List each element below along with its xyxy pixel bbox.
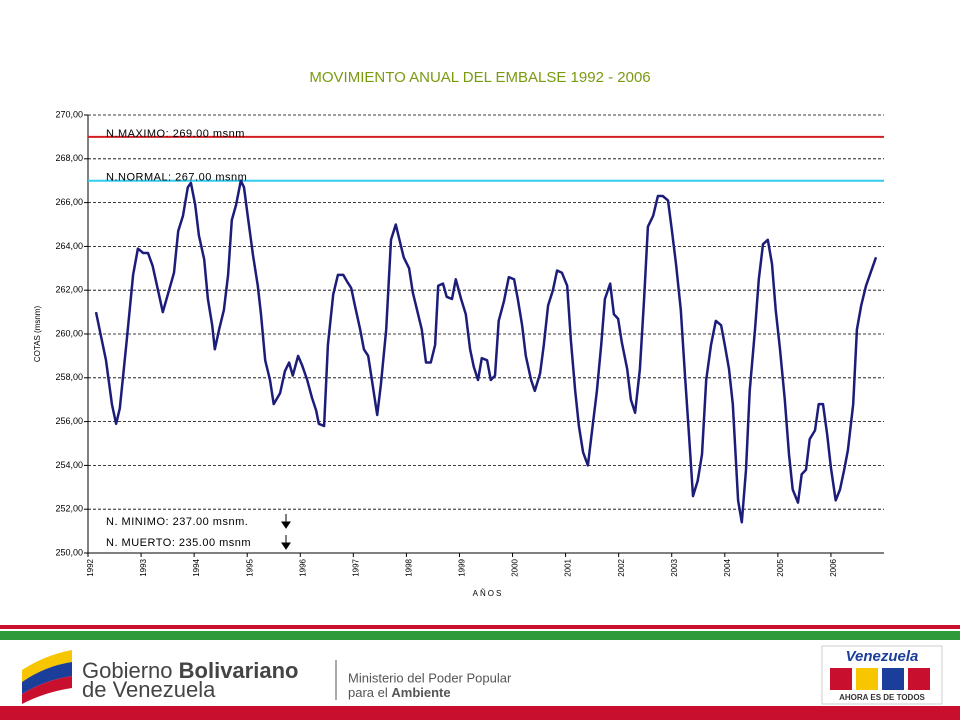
x-tick-label: 2004 [723, 558, 732, 576]
x-axis-label: AÑOS [473, 589, 504, 598]
x-tick-label: 2002 [617, 558, 626, 576]
stripe [0, 631, 960, 640]
y-tick-label: 258,00 [55, 372, 83, 382]
ministry-part: Ambiente [391, 685, 450, 700]
org-name: Gobierno Bolivariano [82, 658, 298, 683]
stripe [0, 625, 960, 629]
x-tick-label: 2005 [776, 558, 785, 576]
org-name: de Venezuela [82, 677, 216, 702]
arrows [281, 514, 291, 550]
y-tick-label: 270,00 [55, 109, 83, 119]
x-tick-label: 2003 [670, 558, 679, 576]
slogan: AHORA ES DE TODOS [839, 693, 925, 702]
y-tick-label: 250,00 [55, 547, 83, 557]
flag-logo [22, 650, 72, 704]
x-tick-label: 2006 [829, 558, 838, 576]
reference-label: N.NORMAL: 267.00 msnm [106, 172, 247, 184]
ministry-part: para el [348, 685, 388, 700]
x-tick-label: 2001 [564, 558, 573, 576]
data-line [94, 179, 878, 524]
y-tick-label: 254,00 [55, 460, 83, 470]
y-tick-label: 264,00 [55, 241, 83, 251]
y-tick-label: 256,00 [55, 416, 83, 426]
y-tick-label: 268,00 [55, 153, 83, 163]
reference-label: N.MAXIMO: 269.00 msnm [106, 128, 245, 140]
x-tick-label: 1994 [192, 558, 201, 576]
x-tick-label: 1993 [139, 558, 148, 576]
annotation: N. MUERTO: 235.00 msnm [106, 537, 251, 549]
brand: Venezuela [846, 648, 919, 665]
ministry: para el Ambiente [348, 685, 451, 700]
x-tick-label: 1995 [245, 558, 254, 576]
annotation: N. MINIMO: 237.00 msnm. [106, 516, 248, 528]
y-tick-label: 260,00 [55, 328, 83, 338]
y-tick-label: 252,00 [55, 504, 83, 514]
brand-figures [830, 668, 930, 690]
org-name-part: Gobierno [82, 658, 173, 683]
org-name-part: Bolivariano [179, 658, 299, 683]
x-tick-label: 1998 [405, 558, 414, 576]
y-tick-label: 266,00 [55, 197, 83, 207]
chart-title: MOVIMIENTO ANUAL DEL EMBALSE 1992 - 2006 [309, 69, 650, 86]
stripe [0, 706, 960, 720]
x-tick-label: 1996 [298, 558, 307, 576]
x-tick-label: 1997 [351, 558, 360, 576]
ministry: Ministerio del Poder Popular [348, 670, 512, 685]
y-axis-label: COTAS (msnm) [33, 306, 42, 363]
x-tick-label: 2000 [511, 558, 520, 576]
x-tick-label: 1999 [458, 558, 467, 576]
y-tick-label: 262,00 [55, 285, 83, 295]
x-tick-label: 1992 [86, 558, 95, 576]
